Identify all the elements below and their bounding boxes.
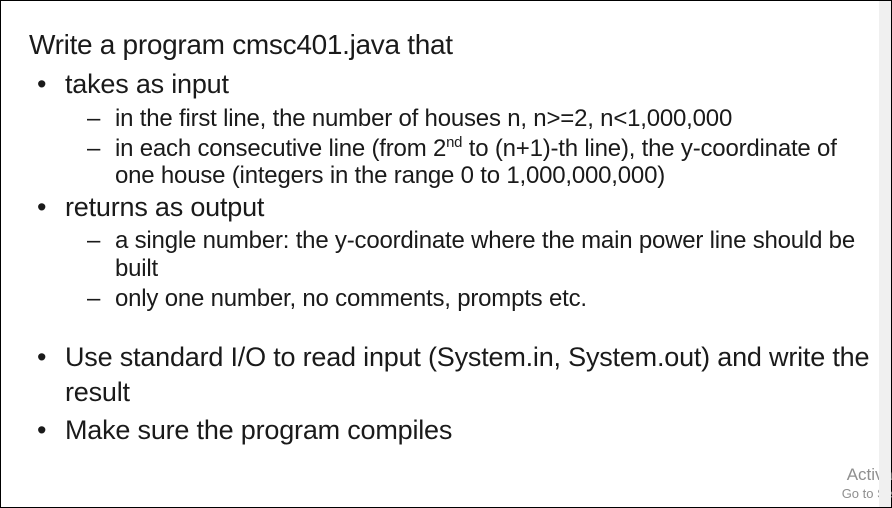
bullet-label: takes as input: [65, 69, 229, 99]
sublist: in the first line, the number of houses …: [65, 105, 873, 190]
sub-bullet: a single number: the y-coordinate where …: [87, 227, 873, 282]
bullet-compile: Make sure the program compiles: [37, 413, 873, 448]
bullet-label: returns as output: [65, 192, 264, 222]
sublist: a single number: the y-coordinate where …: [65, 227, 873, 312]
sub-bullet: in each consecutive line (from 2nd to (n…: [87, 135, 873, 190]
sub-text-pre: in each consecutive line (from 2: [115, 135, 446, 162]
sub-bullet: only one number, no comments, prompts et…: [87, 285, 873, 312]
vertical-scrollbar[interactable]: [879, 1, 891, 507]
bullet-list-level1: takes as input in the first line, the nu…: [29, 67, 873, 448]
bullet-label: Make sure the program compiles: [65, 415, 452, 445]
superscript-nd: nd: [446, 135, 462, 151]
bullet-output: returns as output a single number: the y…: [37, 190, 873, 313]
sub-bullet: in the first line, the number of houses …: [87, 105, 873, 132]
bullet-io: Use standard I/O to read input (System.i…: [37, 340, 873, 409]
bullet-input: takes as input in the first line, the nu…: [37, 67, 873, 190]
title-text: Write a program cmsc401.java that: [29, 29, 873, 61]
document-content: Write a program cmsc401.java that takes …: [1, 1, 891, 448]
bullet-label: Use standard I/O to read input (System.i…: [65, 342, 869, 407]
